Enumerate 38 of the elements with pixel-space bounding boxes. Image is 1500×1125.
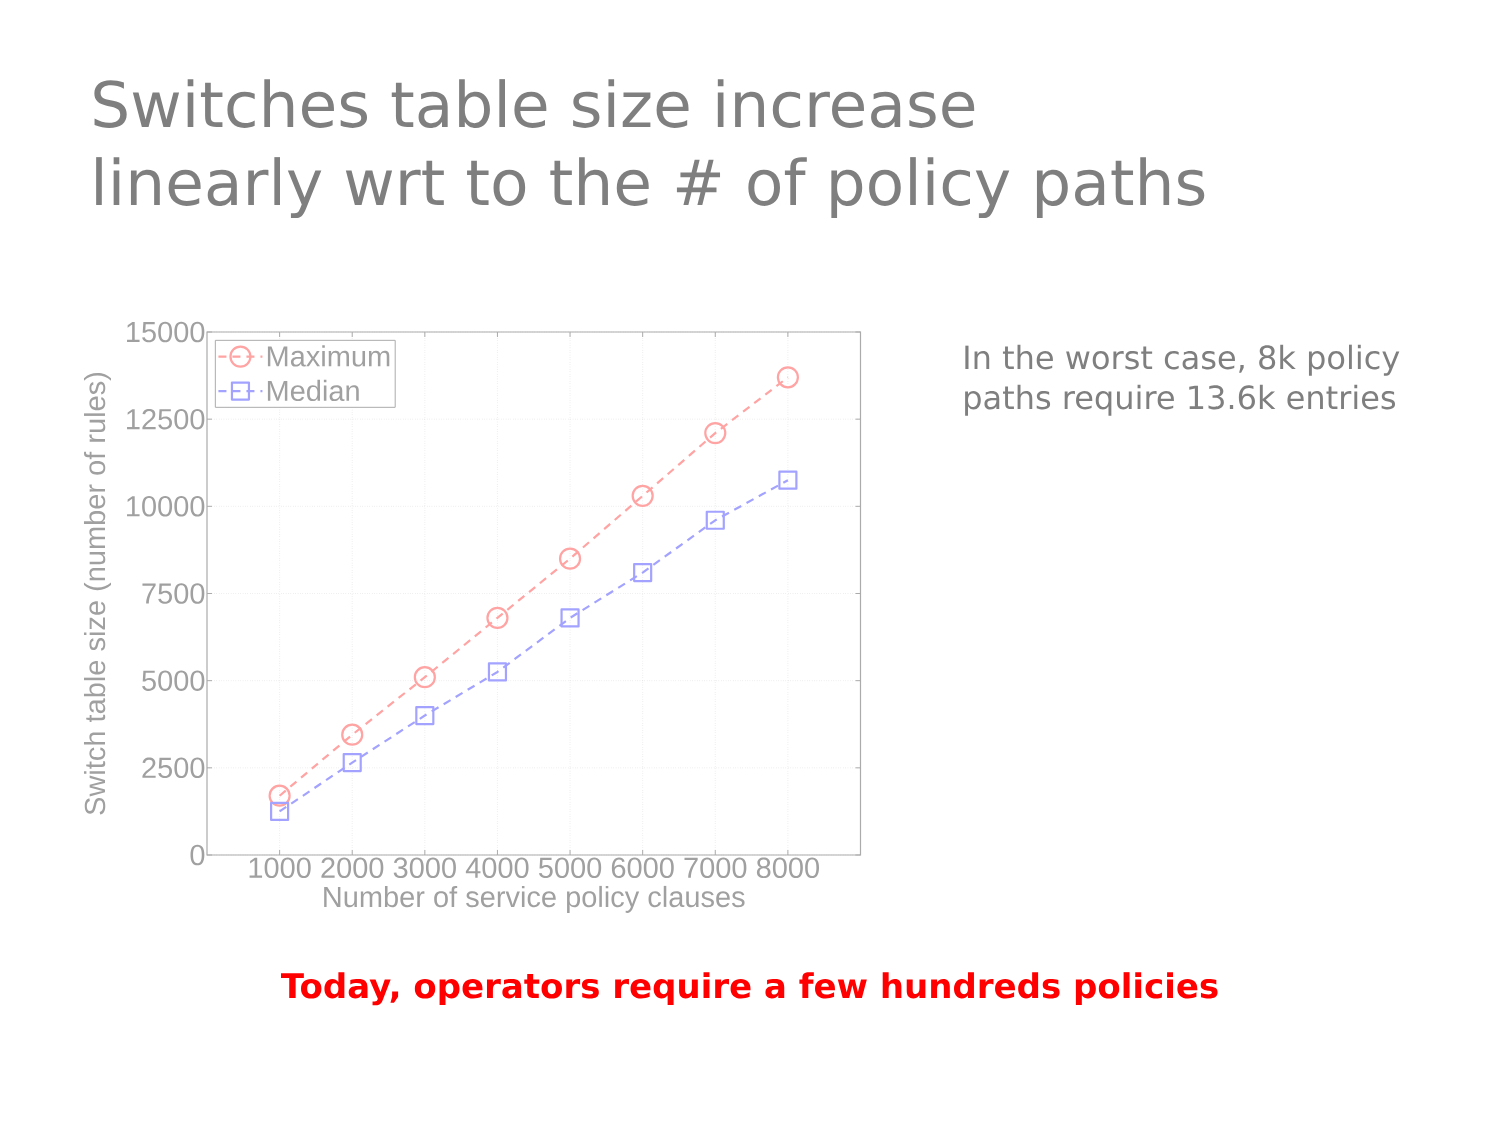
x-tick-label: 7000 — [684, 857, 747, 879]
point — [631, 484, 654, 507]
point — [487, 662, 508, 682]
x-tick-label: 4000 — [465, 857, 529, 879]
point — [268, 784, 291, 807]
x-axis-title: Number of service policy clauses — [324, 885, 745, 913]
point — [341, 723, 364, 746]
y-tick-label: 0 — [190, 844, 205, 866]
x-tick-label: 5000 — [538, 857, 602, 879]
x-tick-label: 3000 — [393, 857, 456, 879]
y-tick-label: 12500 — [127, 408, 205, 430]
y-tick-label: 5000 — [142, 670, 205, 691]
y-tick-label: 15000 — [127, 321, 205, 343]
y-axis-title: Switch table size (number of rules) — [83, 372, 111, 815]
y-tick-label: 10000 — [127, 496, 205, 517]
point — [270, 801, 290, 822]
point — [342, 753, 362, 773]
point — [560, 608, 580, 628]
point — [705, 510, 725, 530]
point — [776, 366, 799, 389]
point — [486, 606, 509, 629]
y-tick-label: 7500 — [142, 583, 205, 604]
y-tick-label: 2500 — [142, 757, 205, 779]
text: In the worst case, 8k policy paths require 13.6k entries — [965, 344, 1400, 416]
point — [558, 547, 582, 570]
point — [704, 422, 727, 445]
text: Today, operators require a few hundreds policies — [281, 972, 1218, 1006]
legend-label: Median — [267, 379, 359, 402]
chart-title: Switches table size increase linearly wrt to the # of policy paths — [94, 79, 1205, 219]
x-tick-label: 8000 — [756, 857, 819, 879]
x-tick-label: 1000 — [249, 857, 311, 879]
x-tick-label: 6000 — [611, 857, 674, 879]
point — [633, 562, 653, 583]
legend-label: Maximum — [267, 345, 390, 367]
point — [778, 470, 798, 490]
x-tick-label: 2000 — [321, 857, 384, 879]
point — [413, 666, 436, 689]
point — [415, 705, 435, 726]
